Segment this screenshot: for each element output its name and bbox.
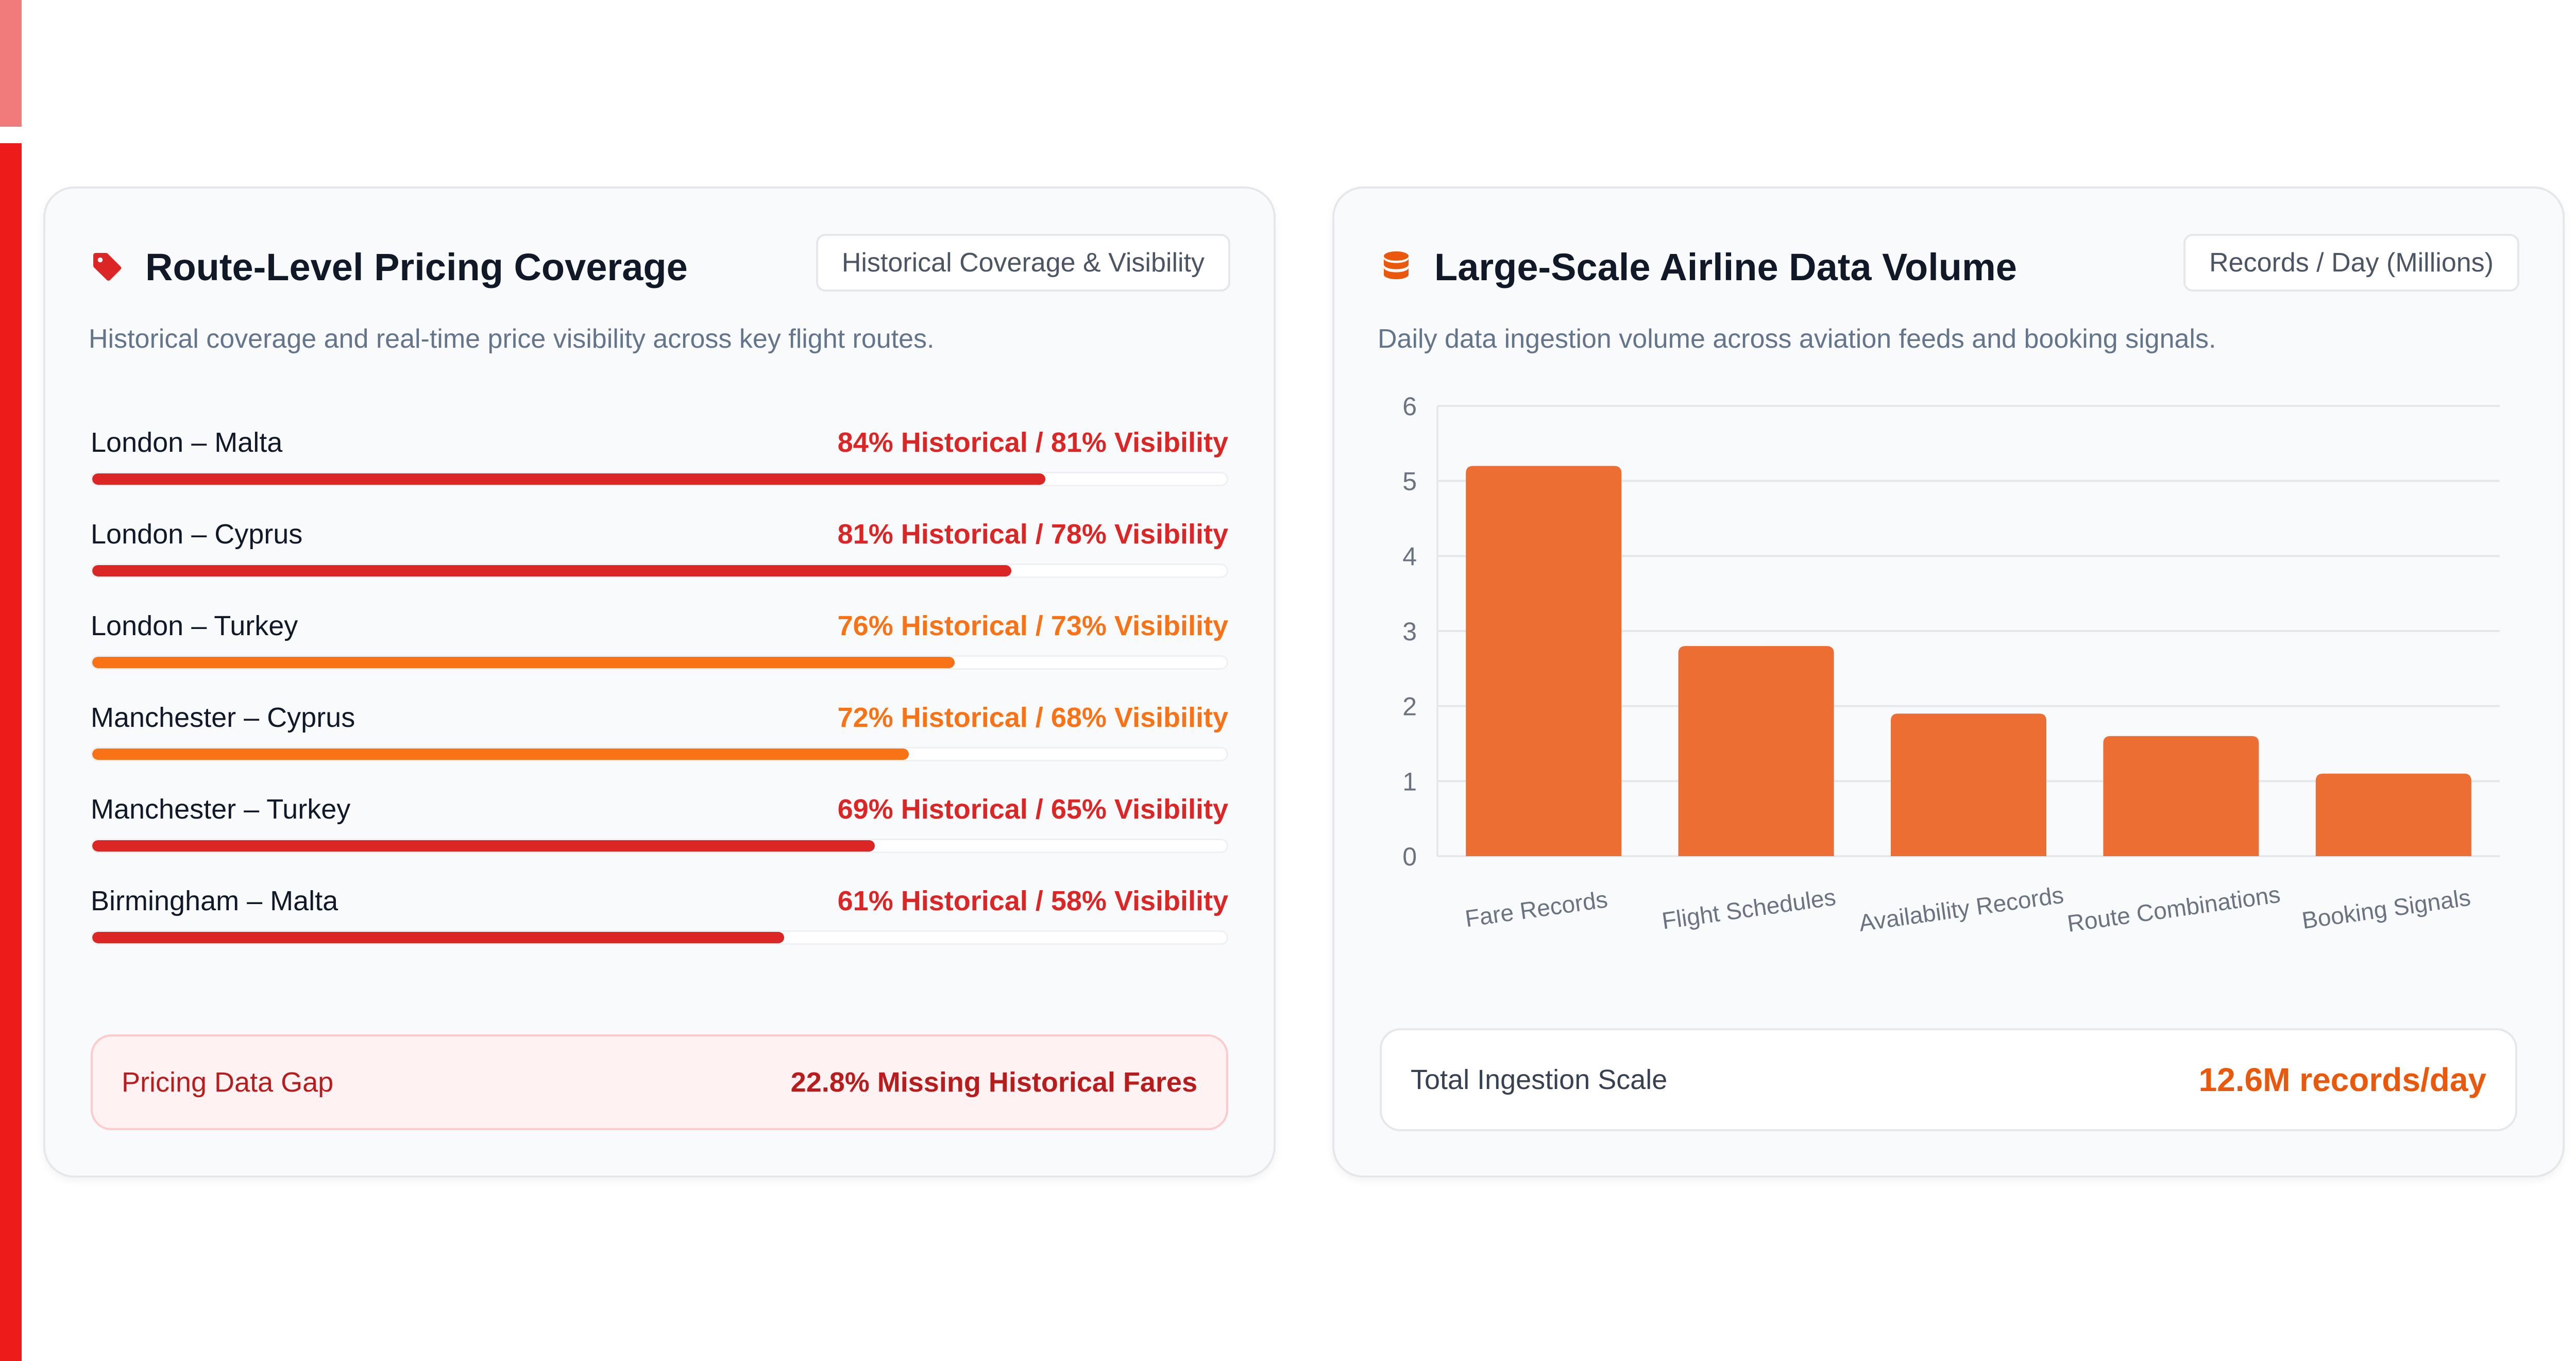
route-stats: 72% Historical / 68% Visibility: [837, 702, 1228, 733]
total-value: 12.6M records/day: [2198, 1061, 2487, 1098]
x-tick-label: Route Combinations: [2065, 880, 2282, 937]
total-ingestion-box: Total Ingestion Scale 12.6M records/day: [1380, 1028, 2517, 1131]
coverage-track: [91, 472, 1228, 486]
coverage-fill: [92, 565, 1011, 576]
route-row: Manchester – Turkey 69% Historical / 65%…: [91, 782, 1228, 874]
records-badge: Records / Day (Millions): [2183, 234, 2519, 292]
coverage-fill: [92, 748, 909, 760]
coverage-fill: [92, 657, 955, 668]
y-tick-label: 4: [1402, 542, 1417, 571]
x-tick-label: Booking Signals: [2300, 883, 2472, 933]
card-title: Route-Level Pricing Coverage: [145, 245, 688, 288]
data-volume-card: Large-Scale Airline Data Volume Records …: [1332, 186, 2565, 1178]
route-stats: 69% Historical / 65% Visibility: [837, 794, 1228, 825]
x-tick-label: Flight Schedules: [1660, 883, 1837, 934]
route-row: Birmingham – Malta 61% Historical / 58% …: [91, 874, 1228, 965]
coverage-track: [91, 655, 1228, 670]
route-name: Manchester – Turkey: [91, 794, 351, 825]
route-list: London – Malta 84% Historical / 81% Visi…: [91, 415, 1228, 965]
coverage-fill: [92, 473, 1045, 485]
route-row: London – Turkey 76% Historical / 73% Vis…: [91, 599, 1228, 690]
route-row: London – Cyprus 81% Historical / 78% Vis…: [91, 507, 1228, 599]
pricing-gap-box: Pricing Data Gap 22.8% Missing Historica…: [91, 1034, 1228, 1130]
coverage-track: [91, 747, 1228, 761]
bar: [2315, 773, 2471, 856]
database-icon: [1384, 251, 1409, 279]
route-name: London – Cyprus: [91, 519, 303, 550]
route-stats: 84% Historical / 81% Visibility: [837, 427, 1228, 458]
accent-strip-light: [0, 0, 22, 127]
card-description: Historical coverage and real-time price …: [89, 324, 935, 354]
y-tick-label: 3: [1402, 617, 1417, 646]
route-stats: 81% Historical / 78% Visibility: [837, 519, 1228, 550]
total-label: Total Ingestion Scale: [1411, 1064, 1668, 1095]
pricing-coverage-title-row: Route-Level Pricing Coverage: [89, 241, 688, 293]
route-name: Manchester – Cyprus: [91, 702, 355, 733]
route-row: London – Malta 84% Historical / 81% Visi…: [91, 415, 1228, 507]
bar: [2103, 736, 2259, 856]
route-stats: 76% Historical / 73% Visibility: [837, 610, 1228, 641]
route-name: London – Turkey: [91, 610, 298, 641]
bar: [1678, 646, 1834, 856]
card-description: Daily data ingestion volume across aviat…: [1378, 324, 2216, 354]
y-tick-label: 1: [1402, 767, 1417, 796]
route-name: Birmingham – Malta: [91, 886, 338, 916]
route-stats: 61% Historical / 58% Visibility: [837, 886, 1228, 916]
card-title: Large-Scale Airline Data Volume: [1434, 245, 2017, 288]
gap-value: 22.8% Missing Historical Fares: [790, 1067, 1197, 1098]
coverage-track: [91, 564, 1228, 578]
coverage-track: [91, 839, 1228, 853]
y-tick-label: 0: [1402, 842, 1417, 871]
y-tick-label: 2: [1402, 692, 1417, 721]
ingestion-bar-chart: 0 1 2 3 4 5 6 Fare Records Flight Schedules Avail…: [1402, 395, 2500, 937]
pricing-coverage-card: Route-Level Pricing Coverage Historical …: [43, 186, 1276, 1178]
accent-strip: [0, 143, 22, 1361]
bar: [1466, 466, 1622, 856]
route-name: London – Malta: [91, 427, 283, 458]
coverage-fill: [92, 840, 875, 852]
y-tick-label: 5: [1402, 467, 1417, 496]
gap-label: Pricing Data Gap: [122, 1067, 334, 1098]
route-row: Manchester – Cyprus 72% Historical / 68%…: [91, 690, 1228, 782]
data-volume-title-row: Large-Scale Airline Data Volume: [1378, 241, 2017, 293]
x-tick-label: Fare Records: [1463, 886, 1609, 932]
coverage-track: [91, 930, 1228, 945]
coverage-badge: Historical Coverage & Visibility: [816, 234, 1230, 292]
y-tick-label: 6: [1402, 395, 1417, 421]
price-tag-icon: [93, 253, 122, 281]
bar: [1891, 713, 2046, 856]
x-tick-label: Availability Records: [1857, 881, 2065, 937]
coverage-fill: [92, 932, 785, 943]
